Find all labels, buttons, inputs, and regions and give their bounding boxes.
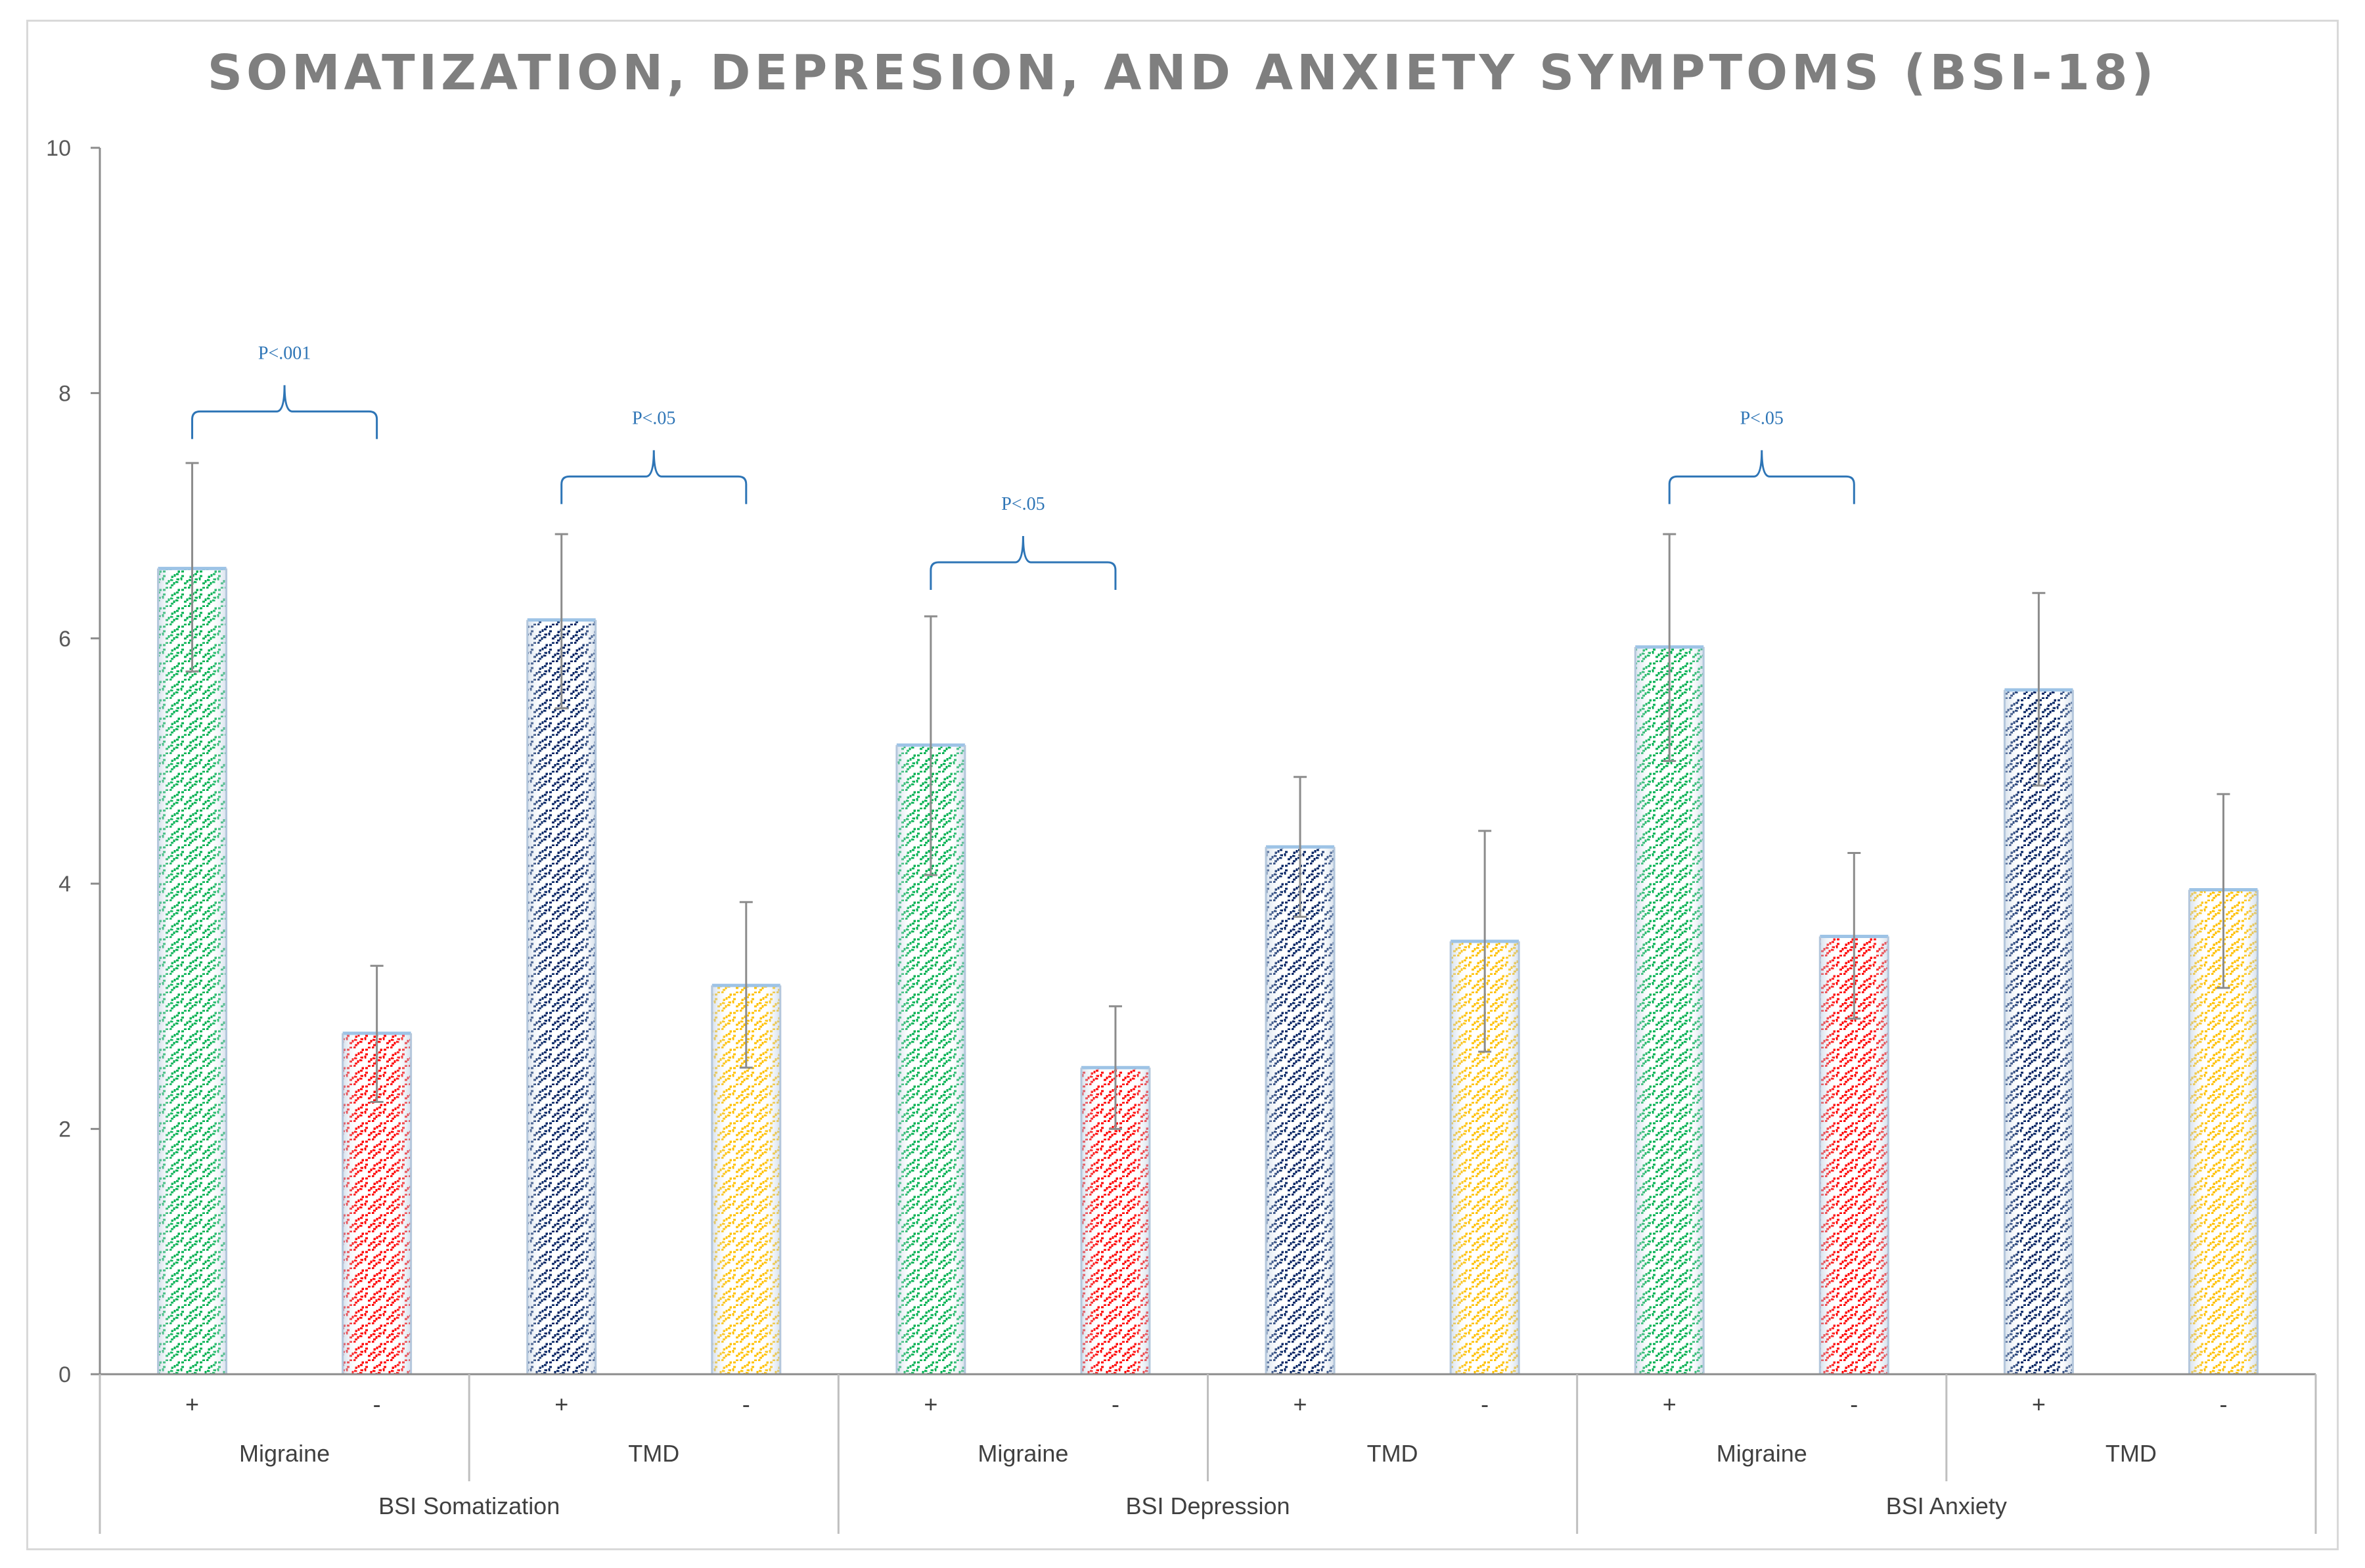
p-value-label: P<.05 bbox=[1001, 494, 1045, 514]
subgroup-label: TMD bbox=[628, 1440, 679, 1467]
subgroup-label: TMD bbox=[1367, 1440, 1418, 1467]
group-label: BSI Anxiety bbox=[1886, 1492, 2007, 1519]
bar-6 bbox=[1266, 847, 1334, 1374]
bar-10 bbox=[2004, 690, 2073, 1374]
subgroup-label: Migraine bbox=[978, 1440, 1068, 1467]
significance-brace bbox=[1669, 450, 1854, 504]
significance-annotation-0: P<.001 bbox=[192, 343, 377, 439]
significance-annotation-1: P<.05 bbox=[562, 408, 746, 504]
y-tick-label: 0 bbox=[58, 1362, 71, 1387]
category-label: - bbox=[742, 1391, 750, 1418]
category-label: - bbox=[1850, 1391, 1858, 1418]
category-label: + bbox=[185, 1391, 199, 1418]
significance-brace bbox=[931, 536, 1115, 590]
bar-sheen bbox=[1266, 847, 1334, 1374]
y-tick-label: 2 bbox=[58, 1117, 71, 1142]
y-tick-label: 10 bbox=[46, 136, 71, 161]
significance-annotation-3: P<.05 bbox=[1669, 408, 1854, 504]
category-label: + bbox=[924, 1391, 937, 1418]
category-label: - bbox=[1112, 1391, 1119, 1418]
subgroup-label: Migraine bbox=[239, 1440, 330, 1467]
bar-2 bbox=[528, 620, 596, 1374]
bar-sheen bbox=[158, 568, 227, 1374]
category-label: + bbox=[554, 1391, 568, 1418]
category-label: - bbox=[1481, 1391, 1489, 1418]
significance-brace bbox=[192, 385, 377, 439]
subgroup-label: Migraine bbox=[1717, 1440, 1807, 1467]
group-label: BSI Somatization bbox=[378, 1492, 560, 1519]
subgroup-label: TMD bbox=[2106, 1440, 2157, 1467]
category-label: - bbox=[2219, 1391, 2227, 1418]
bar-sheen bbox=[2004, 690, 2073, 1374]
significance-annotation-2: P<.05 bbox=[931, 494, 1115, 590]
y-tick-label: 6 bbox=[58, 627, 71, 652]
p-value-label: P<.05 bbox=[632, 408, 675, 428]
p-value-label: P<.001 bbox=[258, 343, 311, 363]
category-label: - bbox=[373, 1391, 381, 1418]
group-label: BSI Depression bbox=[1125, 1492, 1290, 1519]
chart-canvas: P<.001 P<.05 P<.05 P<.05 0 2 4 6 8 10 + - + - + - + - + -… bbox=[0, 0, 2365, 1568]
bar-0 bbox=[158, 568, 227, 1374]
category-label: + bbox=[2032, 1391, 2046, 1418]
p-value-label: P<.05 bbox=[1740, 408, 1784, 428]
y-tick-label: 8 bbox=[58, 381, 71, 406]
significance-brace bbox=[562, 450, 746, 504]
bar-sheen bbox=[528, 620, 596, 1374]
category-label: + bbox=[1663, 1391, 1677, 1418]
category-label: + bbox=[1294, 1391, 1307, 1418]
y-tick-label: 4 bbox=[58, 872, 71, 897]
